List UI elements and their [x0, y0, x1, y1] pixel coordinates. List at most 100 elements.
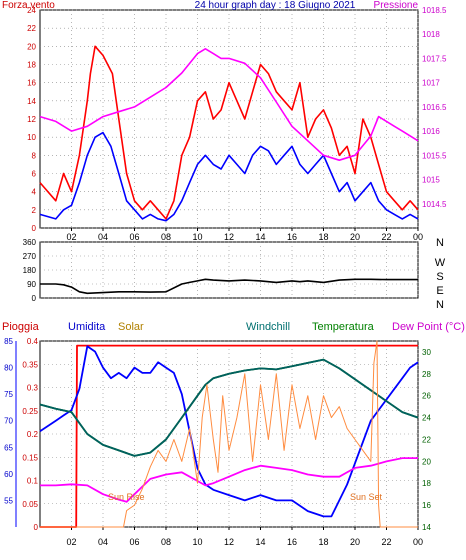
- y-left-tick-label: 2: [32, 206, 37, 215]
- x-tick-label: 08: [161, 232, 171, 242]
- y-left-tick-label: 18: [27, 61, 36, 70]
- wind_direction-line: [40, 278, 418, 295]
- direction-tick-label: 90: [27, 280, 36, 289]
- direction-tick-label: 0: [32, 294, 37, 303]
- temp-tick-label: 22: [422, 435, 431, 444]
- pressure-line: [39, 47, 419, 161]
- x-tick-label: 04: [98, 232, 108, 242]
- dew_point-line: [40, 457, 418, 503]
- x-tick-label: 00: [413, 232, 423, 242]
- rain-tick-label: 0.2: [27, 430, 39, 439]
- panel1-x-ticks: 02 04 06 08 10 12 14 16 18 20 22 00: [66, 228, 423, 242]
- y-right-tick-label: 1015: [422, 176, 440, 185]
- x-tick-label: 06: [129, 232, 139, 242]
- x-tick-label: 22: [381, 232, 391, 242]
- wind_gust-line: [39, 45, 419, 220]
- x-tick-label: 10: [192, 232, 202, 242]
- y-left-tick-label: 0: [32, 224, 37, 233]
- rain-tick-label: 0.35: [22, 360, 38, 369]
- panel-wind-pressure: 24 hour graph day : 18 Giugno 2021 Forza…: [2, 0, 447, 242]
- panel1-right-label: Pressione: [374, 0, 419, 11]
- solar-line: [40, 340, 418, 528]
- x-tick-label: 14: [255, 537, 265, 547]
- panel1-title: 24 hour graph day : 18 Giugno 2021: [195, 0, 356, 11]
- x-tick-label: 18: [318, 537, 328, 547]
- humidity-tick-label: 75: [4, 390, 13, 399]
- y-right-tick-label: 1018.5: [422, 6, 447, 15]
- y-right-tick-label: 1014.5: [422, 200, 447, 209]
- x-tick-label: 14: [255, 232, 265, 242]
- y-left-tick-label: 20: [27, 42, 36, 51]
- humidity-tick-label: 65: [4, 443, 13, 452]
- panel3-series: [39, 340, 419, 528]
- humidity-tick-label: 80: [4, 364, 13, 373]
- temp-tick-label: 14: [422, 523, 431, 532]
- panel1-right-ticks: 1014.5 1015 1015.5 1016 1016.5 1017 1017.5 1018…: [422, 6, 447, 209]
- x-tick-label: 06: [129, 537, 139, 547]
- direction-tick-label: 270: [23, 252, 37, 261]
- rain-tick-label: 0.25: [22, 407, 38, 416]
- temp-tick-label: 24: [422, 414, 431, 423]
- direction-tick-label: 180: [23, 266, 37, 275]
- compass-label: N: [436, 237, 444, 249]
- x-tick-label: 04: [98, 537, 108, 547]
- temp-tick-label: 20: [422, 457, 431, 466]
- windchill-line: [39, 358, 419, 457]
- direction-tick-label: 360: [23, 238, 37, 247]
- y-left-tick-label: 24: [27, 6, 36, 15]
- x-tick-label: 00: [413, 537, 423, 547]
- panel1-left-label: Forza vento: [2, 0, 55, 11]
- panel3-temp-ticks: 14 16 18 20 22 24 26 28 30: [422, 348, 431, 532]
- x-tick-label: 10: [192, 537, 202, 547]
- rain-tick-label: 0: [34, 523, 39, 532]
- y-left-tick-label: 16: [27, 79, 36, 88]
- panel3-humidity-ticks: 55 60 65 70 75 80 85: [4, 337, 17, 527]
- panel2-series: [40, 278, 418, 295]
- y-right-tick-label: 1017.5: [422, 54, 447, 63]
- label-solar: Solar: [118, 321, 144, 333]
- panel2-grid: [40, 241, 419, 299]
- x-tick-label: 20: [350, 232, 360, 242]
- compass-label: N: [436, 299, 444, 311]
- temp-tick-label: 26: [422, 392, 431, 401]
- rain-tick-label: 0.15: [22, 453, 38, 462]
- x-tick-label: 22: [381, 537, 391, 547]
- y-right-tick-label: 1017: [422, 79, 440, 88]
- y-right-tick-label: 1016: [422, 127, 440, 136]
- panel3-grid: [40, 340, 419, 528]
- annotation-sun-rise: Sun Rise: [108, 492, 145, 502]
- panel-temperature: Pioggia Umidita Solar Windchill Temperat…: [2, 321, 465, 547]
- y-left-tick-label: 6: [32, 170, 37, 179]
- humidity-tick-label: 70: [4, 417, 13, 426]
- rain-tick-label: 0.3: [27, 384, 39, 393]
- label-rain: Pioggia: [2, 321, 40, 333]
- humidity-tick-label: 60: [4, 470, 13, 479]
- y-left-tick-label: 12: [27, 115, 36, 124]
- label-humidity: Umidita: [68, 321, 106, 333]
- y-left-tick-label: 10: [27, 133, 36, 142]
- label-temperature: Temperatura: [312, 321, 375, 333]
- x-tick-label: 12: [224, 232, 234, 242]
- wind_speed-line: [39, 131, 419, 222]
- y-right-tick-label: 1016.5: [422, 103, 447, 112]
- temp-tick-label: 16: [422, 501, 431, 510]
- rain-tick-label: 0.4: [27, 337, 39, 346]
- x-tick-label: 16: [287, 537, 297, 547]
- y-right-tick-label: 1015.5: [422, 151, 447, 160]
- panel1-grid: [40, 9, 419, 229]
- panel3-x-ticks: 02 04 06 08 10 12 14 16 18 20 22 00: [66, 527, 423, 547]
- panel1-series: [39, 45, 419, 222]
- y-left-tick-label: 8: [32, 151, 37, 160]
- panel2-left-ticks: 0 90 180 270 360: [23, 238, 37, 303]
- humidity-tick-label: 85: [4, 337, 13, 346]
- x-tick-label: 16: [287, 232, 297, 242]
- rain-tick-label: 0.1: [27, 477, 39, 486]
- humidity-tick-label: 55: [4, 496, 13, 505]
- x-tick-label: 20: [350, 537, 360, 547]
- compass-label: E: [436, 285, 443, 297]
- y-right-tick-label: 1018: [422, 30, 440, 39]
